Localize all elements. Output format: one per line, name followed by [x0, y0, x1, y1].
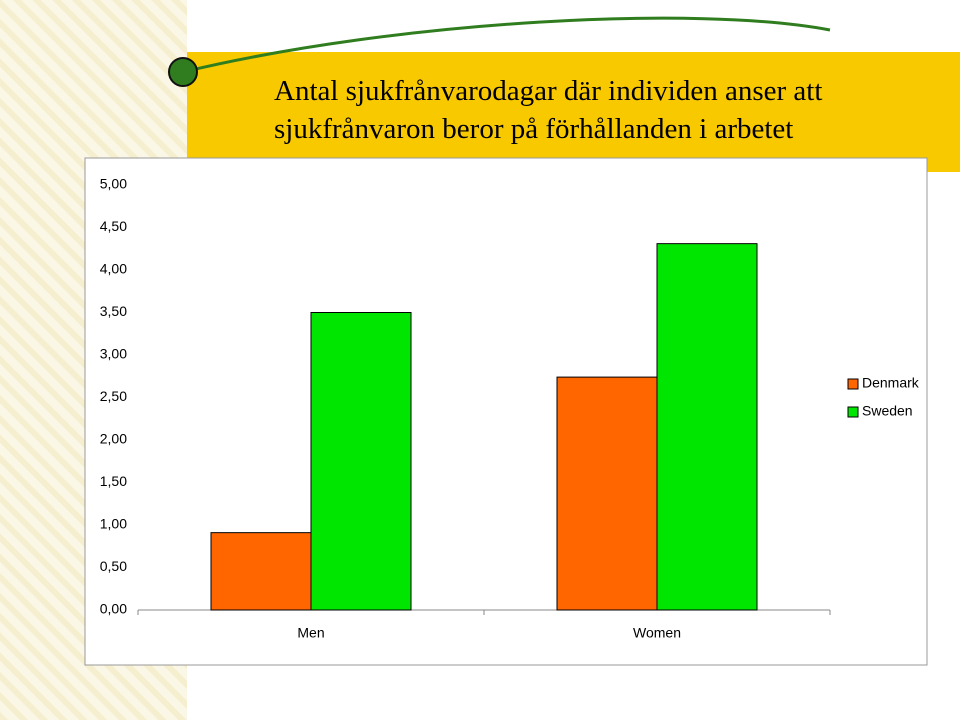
- decor-curve: [182, 16, 831, 74]
- bar: [210, 532, 312, 611]
- y-tick-label: 5,00: [100, 176, 127, 192]
- y-tick-label: 3,00: [100, 346, 127, 362]
- legend-label: Sweden: [862, 403, 913, 419]
- chart-title: Antal sjukfrånvarodagar där individen an…: [274, 75, 823, 145]
- y-tick-label: 1,50: [100, 473, 127, 489]
- x-tick-label: Men: [297, 625, 324, 641]
- y-tick-label: 3,50: [100, 303, 127, 319]
- bar: [656, 243, 758, 611]
- legend-label: Denmark: [862, 375, 920, 391]
- y-tick-label: 1,00: [100, 516, 127, 532]
- decor-icon: [168, 57, 198, 87]
- x-tick-label: Women: [633, 625, 681, 641]
- y-tick-label: 2,50: [100, 388, 127, 404]
- bar: [556, 376, 658, 611]
- legend-swatch: [847, 406, 859, 418]
- y-tick-label: 0,50: [100, 558, 127, 574]
- y-tick-label: 2,00: [100, 431, 127, 447]
- y-tick-label: 0,00: [100, 601, 127, 617]
- y-tick-label: 4,50: [100, 218, 127, 234]
- bar: [310, 312, 412, 611]
- legend-swatch: [847, 378, 859, 390]
- y-tick-label: 4,00: [100, 261, 127, 277]
- title-banner: [187, 52, 960, 172]
